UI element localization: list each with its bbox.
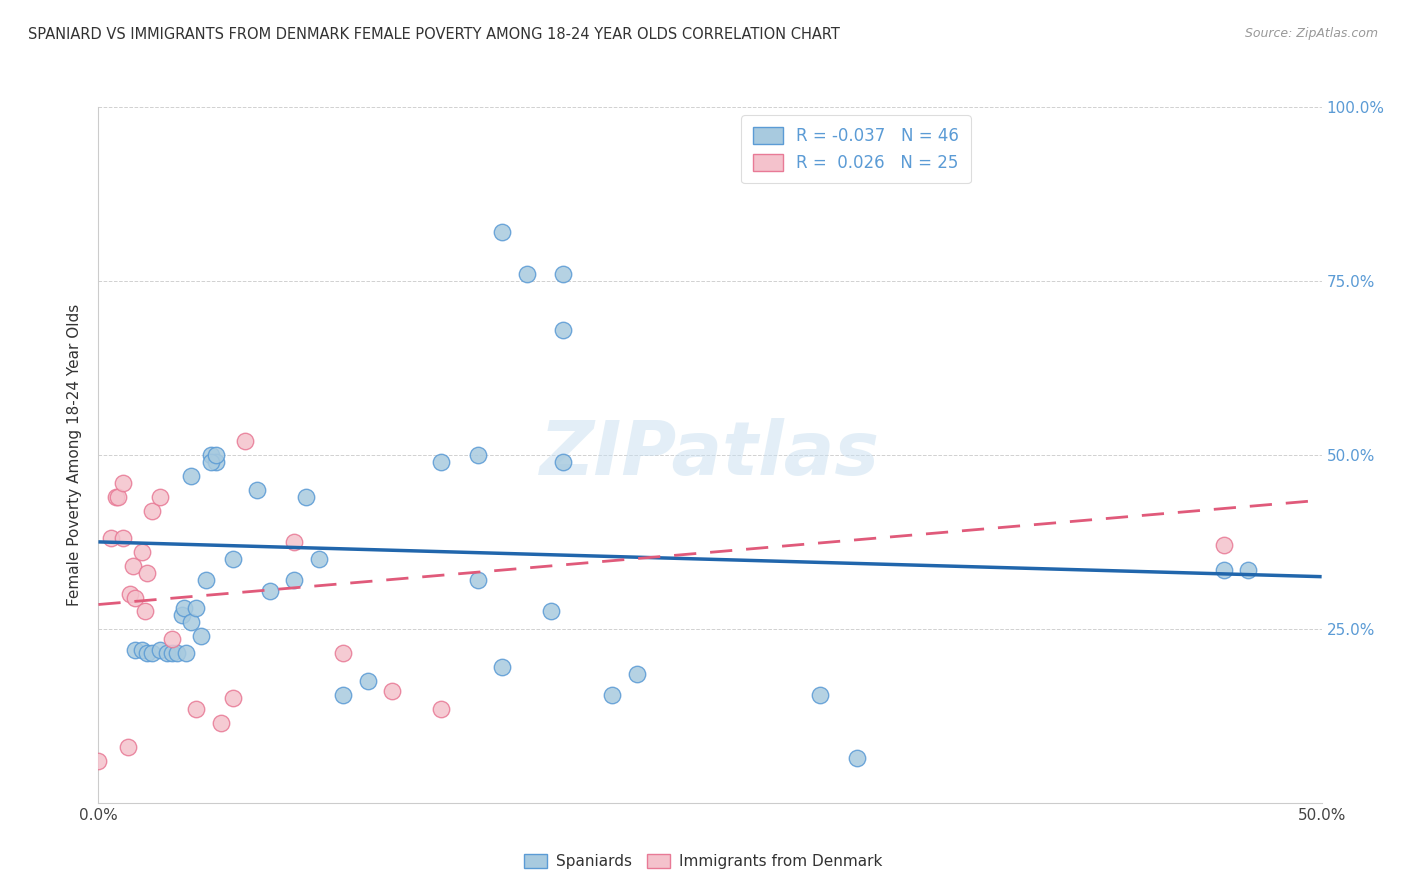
Point	[149, 490, 172, 504]
Point	[160, 646, 183, 660]
Point	[136, 646, 159, 660]
Point	[186, 601, 208, 615]
Point	[209, 715, 232, 730]
Point	[107, 490, 129, 504]
Point	[124, 642, 146, 657]
Point	[195, 573, 218, 587]
Point	[141, 503, 163, 517]
Point	[222, 691, 245, 706]
Point	[845, 750, 868, 764]
Point	[149, 642, 172, 657]
Point	[170, 607, 193, 622]
Point	[136, 566, 159, 581]
Point	[166, 646, 188, 660]
Point	[100, 532, 122, 546]
Point	[104, 490, 127, 504]
Point	[131, 642, 153, 657]
Point	[190, 629, 212, 643]
Legend: R = -0.037   N = 46, R =  0.026   N = 25: R = -0.037 N = 46, R = 0.026 N = 25	[741, 115, 970, 184]
Point	[131, 545, 153, 559]
Point	[134, 605, 156, 619]
Point	[332, 688, 354, 702]
Point	[283, 573, 305, 587]
Point	[156, 646, 179, 660]
Point	[180, 468, 202, 483]
Point	[626, 667, 648, 681]
Y-axis label: Female Poverty Among 18-24 Year Olds: Female Poverty Among 18-24 Year Olds	[67, 304, 83, 606]
Point	[160, 632, 183, 647]
Point	[356, 674, 378, 689]
Point	[111, 532, 134, 546]
Point	[553, 267, 575, 281]
Point	[1212, 538, 1234, 552]
Point	[1212, 563, 1234, 577]
Point	[467, 448, 489, 462]
Point	[87, 754, 110, 768]
Point	[491, 660, 513, 674]
Point	[308, 552, 330, 566]
Point	[600, 688, 623, 702]
Point	[222, 552, 245, 566]
Point	[821, 120, 844, 135]
Point	[553, 323, 575, 337]
Text: ZIPatlas: ZIPatlas	[540, 418, 880, 491]
Point	[200, 448, 222, 462]
Point	[176, 646, 198, 660]
Point	[121, 559, 143, 574]
Point	[200, 455, 222, 469]
Point	[430, 702, 453, 716]
Legend: Spaniards, Immigrants from Denmark: Spaniards, Immigrants from Denmark	[517, 848, 889, 875]
Point	[141, 646, 163, 660]
Point	[748, 120, 770, 135]
Point	[332, 646, 354, 660]
Point	[124, 591, 146, 605]
Point	[111, 475, 134, 490]
Point	[467, 573, 489, 587]
Text: SPANIARD VS IMMIGRANTS FROM DENMARK FEMALE POVERTY AMONG 18-24 YEAR OLDS CORRELA: SPANIARD VS IMMIGRANTS FROM DENMARK FEMA…	[28, 27, 839, 42]
Point	[259, 583, 281, 598]
Point	[180, 615, 202, 629]
Point	[491, 225, 513, 239]
Point	[430, 455, 453, 469]
Point	[553, 455, 575, 469]
Point	[295, 490, 318, 504]
Point	[381, 684, 404, 698]
Point	[246, 483, 269, 497]
Point	[1237, 563, 1260, 577]
Point	[120, 587, 142, 601]
Point	[186, 702, 208, 716]
Point	[173, 601, 195, 615]
Text: Source: ZipAtlas.com: Source: ZipAtlas.com	[1244, 27, 1378, 40]
Point	[540, 605, 562, 619]
Point	[117, 740, 139, 755]
Point	[205, 455, 228, 469]
Point	[808, 688, 831, 702]
Point	[515, 267, 537, 281]
Point	[283, 535, 305, 549]
Point	[205, 448, 228, 462]
Point	[233, 434, 256, 448]
